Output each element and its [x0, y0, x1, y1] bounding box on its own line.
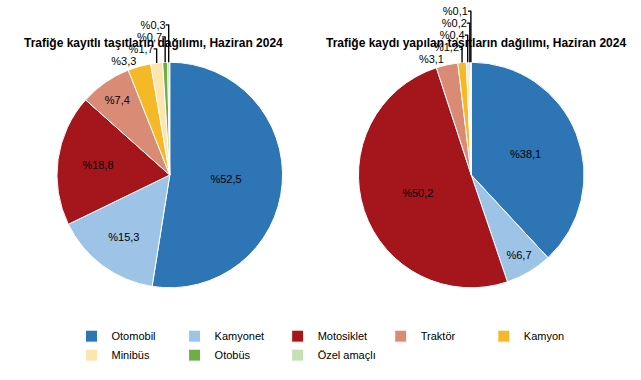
svg-text:Motosiklet: Motosiklet — [318, 330, 368, 342]
svg-text:Minibüs: Minibüs — [112, 349, 150, 361]
svg-text:%6,7: %6,7 — [506, 249, 531, 261]
svg-text:%52,5: %52,5 — [210, 173, 241, 185]
svg-text:%0,3: %0,3 — [141, 19, 166, 31]
svg-text:%38,1: %38,1 — [510, 148, 541, 160]
svg-text:%7,4: %7,4 — [105, 94, 130, 106]
svg-text:Otomobil: Otomobil — [112, 330, 156, 342]
svg-text:Kamyonet: Kamyonet — [215, 330, 265, 342]
svg-text:%50,2: %50,2 — [402, 187, 433, 199]
svg-text:%18,8: %18,8 — [82, 159, 113, 171]
svg-text:%1,7: %1,7 — [129, 43, 154, 55]
svg-text:Trafiğe kayıtlı taşıtların dağ: Trafiğe kayıtlı taşıtların dağılımı, Haz… — [24, 36, 283, 50]
svg-text:Özel amaçlı: Özel amaçlı — [318, 349, 376, 361]
svg-text:%0,4: %0,4 — [440, 29, 465, 41]
svg-text:Kamyon: Kamyon — [524, 330, 564, 342]
svg-text:%0,7: %0,7 — [137, 31, 162, 43]
svg-text:Traktör: Traktör — [421, 330, 456, 342]
svg-text:%3,1: %3,1 — [419, 53, 444, 65]
svg-text:%3,3: %3,3 — [111, 55, 136, 67]
svg-text:%15,3: %15,3 — [108, 231, 139, 243]
svg-text:%0,2: %0,2 — [442, 17, 467, 29]
svg-text:%0,1: %0,1 — [443, 5, 468, 17]
svg-text:Trafiğe kaydı yapılan taşıtlar: Trafiğe kaydı yapılan taşıtların dağılım… — [326, 36, 626, 50]
svg-text:%1,2: %1,2 — [434, 41, 459, 53]
svg-text:Otobüs: Otobüs — [215, 349, 251, 361]
